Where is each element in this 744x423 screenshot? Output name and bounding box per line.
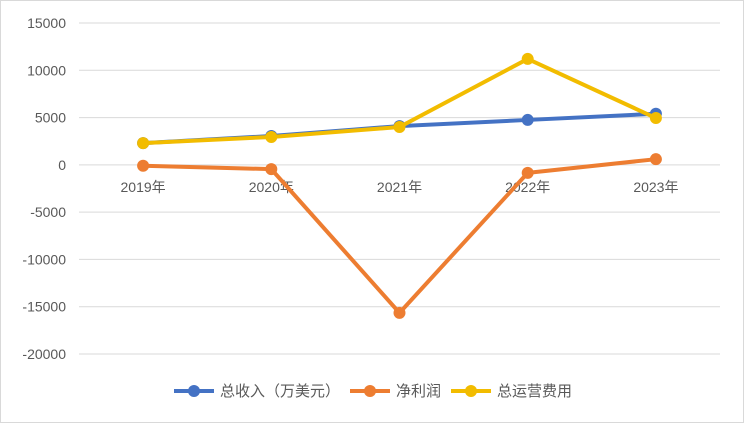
- y-tick-label: -20000: [22, 346, 66, 362]
- y-tick-label: 0: [58, 157, 66, 173]
- y-tick-label: 15000: [27, 15, 66, 31]
- y-tick-label: -5000: [30, 204, 66, 220]
- y-tick-label: -15000: [22, 299, 66, 315]
- data-point: [265, 163, 278, 176]
- data-point: [137, 137, 150, 150]
- legend-marker-icon: [451, 384, 491, 397]
- x-tick-label: 2019年: [121, 179, 166, 195]
- legend: 总收入（万美元） 净利润 总运营费用: [0, 380, 744, 401]
- legend-label: 总运营费用: [497, 382, 573, 400]
- y-tick-label: 10000: [27, 62, 66, 78]
- legend-marker-icon: [173, 384, 214, 397]
- data-point: [265, 130, 278, 143]
- data-point: [649, 112, 662, 125]
- x-tick-label: 2021年: [377, 179, 422, 195]
- data-point: [137, 159, 150, 172]
- data-point: [521, 166, 534, 179]
- series-line: [137, 52, 662, 150]
- legend-label: 净利润: [395, 382, 441, 400]
- legend-item: 净利润: [348, 380, 441, 401]
- data-point: [521, 113, 534, 126]
- legend-label: 总收入（万美元）: [219, 382, 340, 400]
- legend-item: 总收入（万美元）: [172, 380, 340, 401]
- legend-marker-icon: [349, 384, 390, 397]
- data-point: [393, 306, 406, 319]
- series-line: [137, 153, 662, 319]
- legend-item: 总运营费用: [449, 380, 572, 401]
- data-point: [393, 121, 406, 134]
- data-point: [649, 153, 662, 166]
- y-tick-label: -10000: [22, 251, 66, 267]
- y-tick-label: 5000: [35, 110, 66, 126]
- x-tick-label: 2023年: [633, 179, 678, 195]
- data-point: [521, 52, 534, 65]
